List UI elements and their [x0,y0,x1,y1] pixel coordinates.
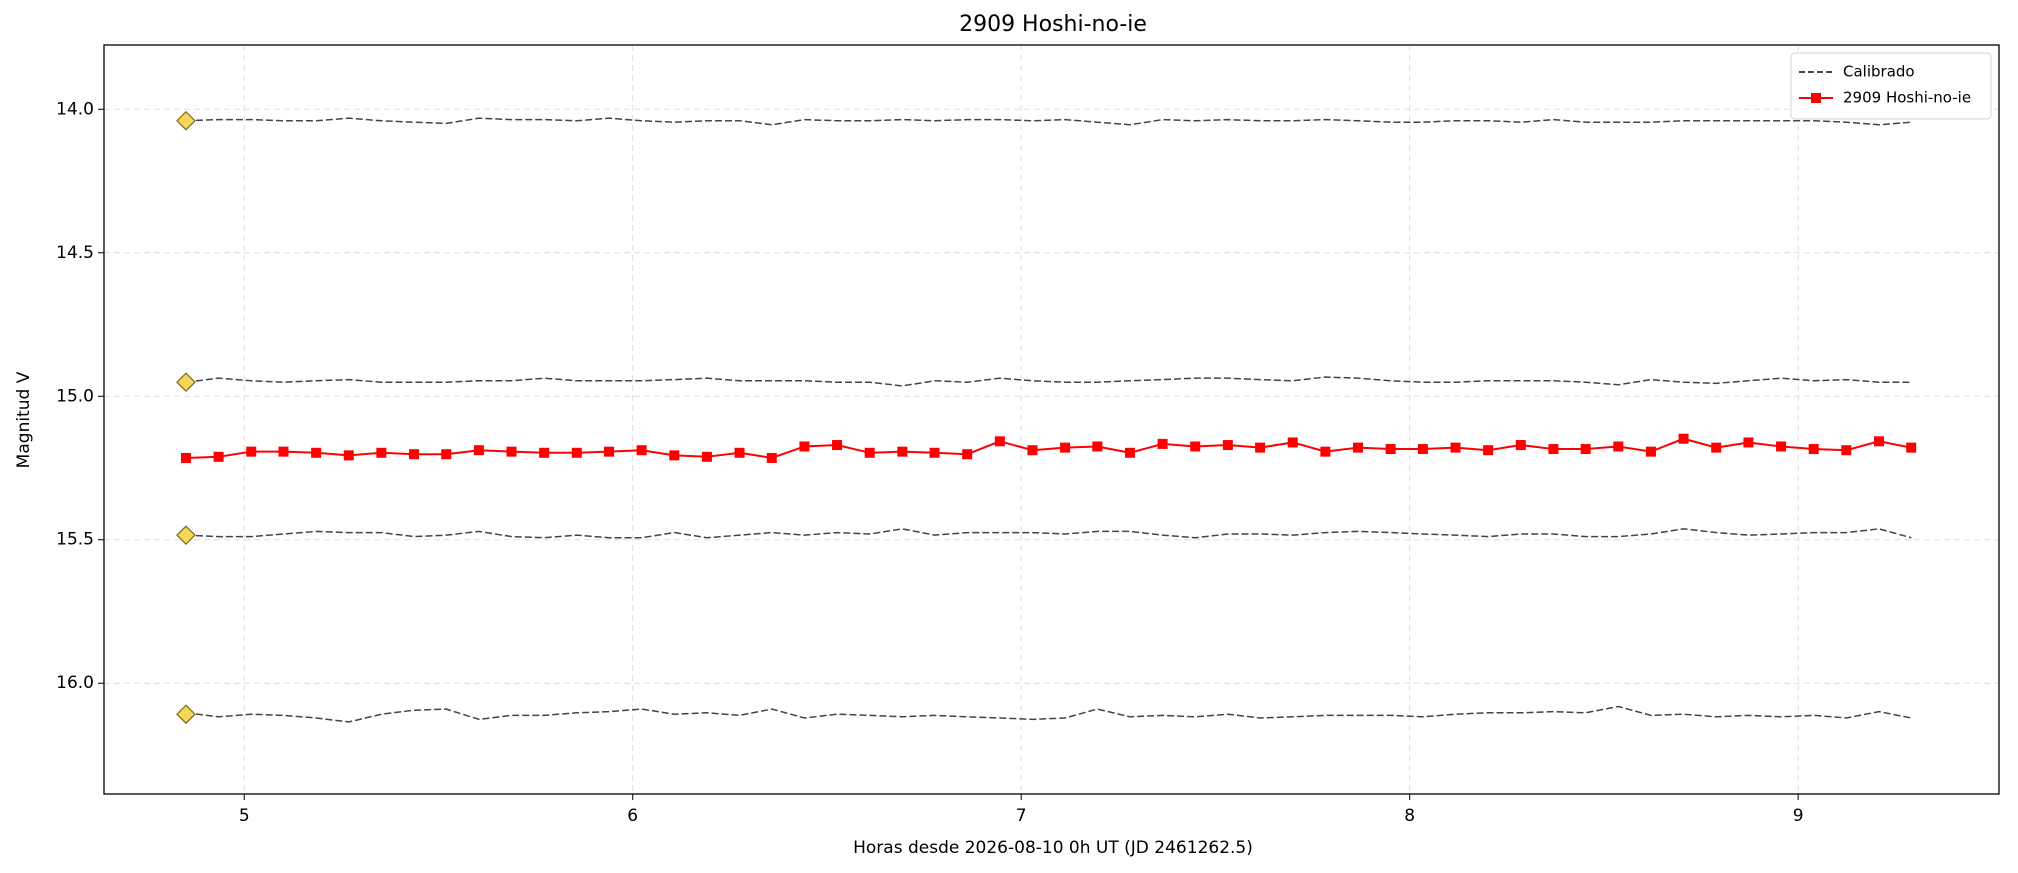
legend-label: Calibrado [1843,63,1915,81]
series-line [185,437,1912,459]
data-point [1808,444,1819,455]
y-tick-label: 14.0 [56,99,94,119]
data-point [1873,436,1884,447]
data-point [1417,444,1428,455]
data-point [1255,442,1266,453]
reference-marker [176,525,196,545]
series-line [185,528,1912,539]
x-tick-label: 9 [1793,806,1804,826]
data-point [832,440,843,451]
y-tick-label: 14.5 [56,243,94,263]
reference-marker [176,704,196,725]
data-point [1287,437,1298,448]
data-point [506,446,517,457]
data-point [701,451,712,462]
series-line [185,376,1912,387]
data-point [929,447,940,458]
data-point [1157,438,1168,449]
data-point [1645,446,1656,457]
data-point [376,447,387,458]
x-axis-label: Horas desde 2026-08-10 0h UT (JD 2461262… [853,838,1253,858]
data-point [441,449,452,460]
data-point [1841,445,1852,456]
data-point [864,447,875,458]
data-point [409,449,420,460]
y-tick-label: 15.5 [56,530,94,550]
data-point [636,445,647,456]
data-point [311,447,322,458]
legend-box [1790,52,1992,120]
y-tick-label: 15.0 [56,386,94,406]
plot-frame [103,44,2000,795]
data-point [1483,445,1494,456]
data-point [180,452,191,463]
data-point [669,450,680,461]
data-point [1060,442,1071,453]
data-point [994,436,1005,447]
data-point [897,446,908,457]
data-point [1711,442,1722,453]
data-point [1222,440,1233,451]
x-tick-label: 7 [1016,806,1027,826]
data-point [539,447,550,458]
data-point [766,452,777,463]
data-point [1190,441,1201,452]
data-point [734,447,745,458]
data-point [1515,440,1526,451]
data-point [1027,445,1038,456]
data-point [1613,441,1624,452]
data-point [473,445,484,456]
data-point [962,449,973,460]
data-point [571,447,582,458]
data-point [1548,444,1559,455]
data-point [1353,442,1364,453]
data-point [1678,433,1689,444]
data-point [1092,441,1103,452]
legend-label: 2909 Hoshi-no-ie [1843,89,1971,107]
x-tick-label: 5 [239,806,250,826]
data-point [1320,446,1331,457]
legend-swatch [1811,93,1821,103]
legend: Calibrado 2909 Hoshi-no-ie [1790,52,1992,120]
data-point [278,446,289,457]
chart-title: 2909 Hoshi-no-ie [959,12,1147,37]
y-tick-label: 16.0 [56,673,94,693]
series-line [185,705,1912,723]
x-tick-label: 8 [1404,806,1415,826]
data-point [1124,447,1135,458]
data-point [343,450,354,461]
data-point [1450,442,1461,453]
data-point [1743,437,1754,448]
data-point [799,441,810,452]
data-point [1776,441,1787,452]
reference-marker [176,372,196,393]
data-point [1580,444,1591,455]
data-point [604,446,615,457]
data-point [1906,442,1917,453]
data-point [213,451,224,462]
y-axis-label: Magnitud V [14,371,34,468]
reference-marker [176,110,196,131]
data-point [246,446,257,457]
x-tick-label: 6 [627,806,638,826]
series-line [185,117,1912,126]
data-point [1385,444,1396,455]
